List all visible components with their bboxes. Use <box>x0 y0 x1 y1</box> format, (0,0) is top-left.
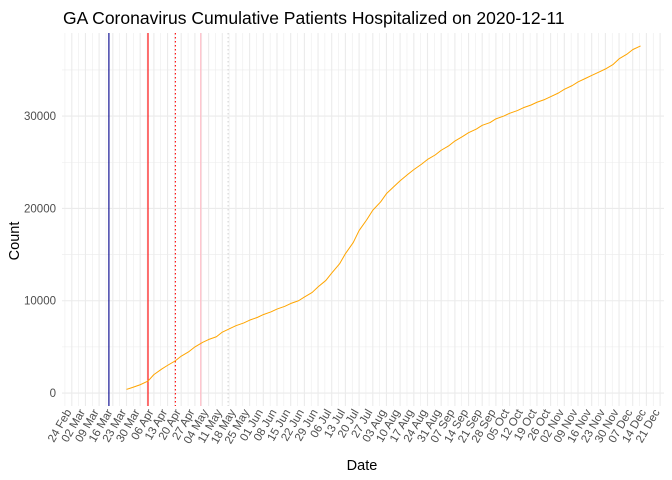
grid-lines <box>62 33 664 406</box>
y-tick-label: 20000 <box>24 203 56 215</box>
series-line <box>126 45 641 390</box>
x-axis-title: Date <box>347 458 378 474</box>
y-axis-ticks: 0 10000 20000 30000 <box>24 111 56 400</box>
y-tick-label: 30000 <box>24 111 56 123</box>
y-tick-label: 0 <box>50 388 56 400</box>
y-axis-title: Count <box>7 222 23 261</box>
series-layer <box>126 45 641 390</box>
chart-title: GA Coronavirus Cumulative Patients Hospi… <box>63 8 565 28</box>
y-tick-label: 10000 <box>24 296 56 308</box>
